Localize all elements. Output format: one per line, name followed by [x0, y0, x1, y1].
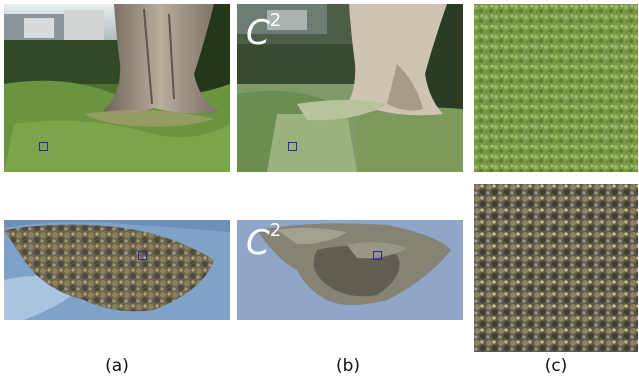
c2-label: C2 — [246, 9, 282, 53]
region-marker — [138, 251, 147, 260]
caption-c: (c) — [544, 356, 568, 376]
region-marker — [39, 142, 48, 151]
panel-c-top-texture — [474, 4, 638, 172]
c2-label: C2 — [246, 219, 282, 263]
region-marker — [288, 142, 297, 151]
panel-a-bottom-photo — [4, 220, 230, 320]
region-marker — [373, 251, 382, 260]
caption-a: (a) — [105, 356, 129, 376]
panel-a-top-photo — [4, 4, 230, 172]
panel-c-bottom-texture — [474, 184, 638, 352]
panel-b-top-segmentation — [237, 4, 463, 172]
caption-b: (b) — [335, 356, 361, 376]
panel-b-bottom-segmentation — [237, 220, 463, 320]
